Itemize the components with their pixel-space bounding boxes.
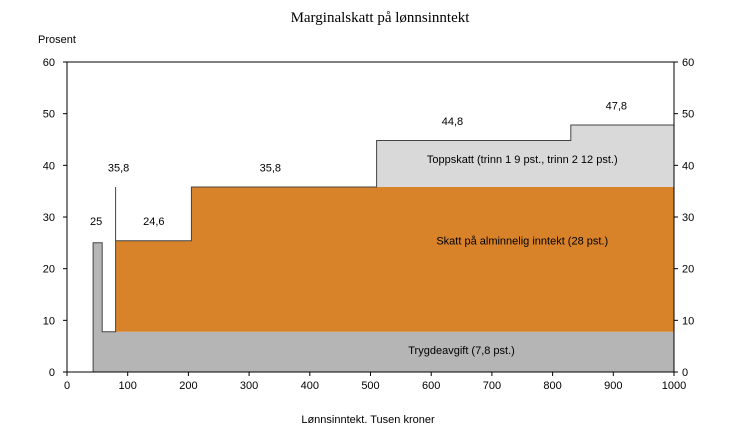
x-axis-label: Lønnsinntekt. Tusen kroner [301,414,435,426]
y-tick-label-right: 10 [682,315,694,327]
x-tick-label: 0 [64,380,70,392]
data-label: 35,8 [108,163,129,175]
x-tick-label: 500 [361,380,379,392]
data-label: 24,6 [143,216,164,228]
y-tick-label-left: 20 [43,264,55,276]
y-tick-label-left: 30 [43,212,55,224]
x-tick-label: 400 [301,380,319,392]
y-axis-label: Prosent [38,34,76,46]
series-label: Skatt på alminnelig inntekt (28 pst.) [436,235,608,247]
x-tick-label: 200 [179,380,197,392]
y-tick-label-left: 50 [43,109,55,121]
y-tick-label-right: 20 [682,264,694,276]
y-tick-label-right: 50 [682,109,694,121]
y-tick-label-left: 40 [43,160,55,172]
marginal-tax-line [67,124,674,373]
x-tick-label: 100 [119,380,137,392]
y-tick-label-right: 60 [682,57,694,69]
data-label: 47,8 [606,101,627,113]
x-tick-label: 1000 [662,380,686,392]
y-tick-label-right: 40 [682,160,694,172]
y-tick-label-right: 0 [682,367,688,379]
chart-title: Marginalskatt på lønnsinntekt [291,10,471,26]
data-label: 25 [90,216,102,228]
series-label: Toppskatt (trinn 1 9 pst., trinn 2 12 ps… [427,154,618,166]
y-tick-label-left: 60 [43,57,55,69]
x-tick-label: 900 [604,380,622,392]
data-label: 35,8 [260,163,281,175]
data-label: 44,8 [442,116,463,128]
series-label: Trygdeavgift (7,8 pst.) [408,345,515,357]
y-tick-label-right: 30 [682,212,694,224]
x-tick-label: 300 [240,380,258,392]
y-tick-label-left: 10 [43,315,55,327]
y-tick-label-left: 0 [49,367,55,379]
series-area-1 [93,242,675,372]
x-tick-label: 800 [543,380,561,392]
x-tick-label: 700 [483,380,501,392]
x-tick-label: 600 [422,380,440,392]
series-area-2 [115,187,675,332]
